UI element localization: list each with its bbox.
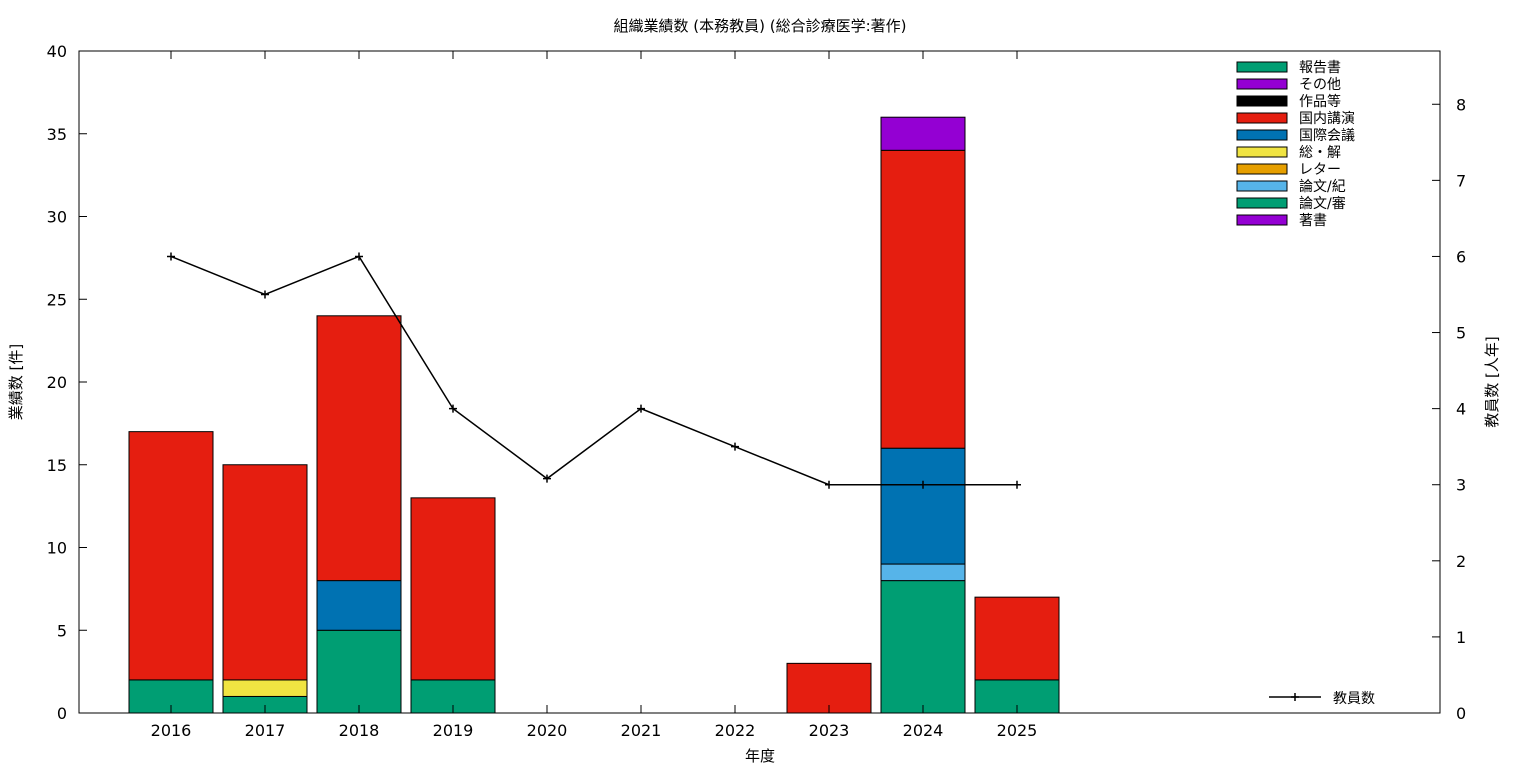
y2-tick-label: 8 bbox=[1456, 95, 1466, 114]
bar-segment bbox=[880, 580, 966, 714]
bar-segment bbox=[880, 149, 966, 449]
legend-label: 論文/審 bbox=[1299, 196, 1346, 212]
y2-tick-label: 5 bbox=[1456, 324, 1466, 343]
x-tick-label: 2017 bbox=[245, 721, 286, 740]
x-tick-label: 2020 bbox=[527, 721, 568, 740]
chart-title: 組織業績数 (本務教員) (総合診療医学:著作) bbox=[614, 17, 907, 35]
bar-segment bbox=[316, 315, 402, 582]
line-point bbox=[1013, 480, 1021, 489]
bar-segment bbox=[222, 679, 308, 697]
legend-swatch bbox=[1236, 146, 1288, 158]
bar-segment bbox=[786, 662, 872, 714]
y-tick-label: 10 bbox=[47, 539, 67, 558]
legend-swatch bbox=[1236, 61, 1288, 73]
y-tick-label: 15 bbox=[47, 456, 67, 475]
y-axis-label: 業績数 [件] bbox=[7, 344, 25, 420]
x-tick-label: 2018 bbox=[339, 721, 380, 740]
faculty-count-line bbox=[170, 255, 1017, 486]
y-tick-label: 40 bbox=[47, 42, 67, 61]
legend-label: 総・解 bbox=[1299, 145, 1341, 161]
bar-segment bbox=[410, 497, 496, 681]
y-tick-label: 35 bbox=[47, 125, 67, 144]
bar-segment bbox=[880, 563, 966, 582]
legend-label: 国内講演 bbox=[1299, 111, 1355, 127]
legend-swatch bbox=[1236, 129, 1288, 141]
legend-label: レター bbox=[1299, 162, 1341, 178]
x-tick-label: 2024 bbox=[903, 721, 944, 740]
line-point bbox=[543, 474, 551, 483]
legend-label: 作品等 bbox=[1299, 93, 1341, 110]
legend-swatch bbox=[1236, 180, 1288, 192]
x-axis-label: 年度 bbox=[745, 747, 775, 765]
legend-label: 著書 bbox=[1299, 213, 1327, 229]
legend-swatch bbox=[1236, 112, 1288, 124]
line-point bbox=[167, 252, 175, 261]
legend-label: 報告書 bbox=[1299, 60, 1341, 76]
legend-swatch bbox=[1236, 78, 1288, 90]
legend-label: 論文/紀 bbox=[1299, 179, 1346, 195]
line-point bbox=[731, 442, 739, 451]
y2-tick-label: 2 bbox=[1456, 552, 1466, 571]
y-tick-label: 20 bbox=[47, 373, 67, 392]
x-tick-label: 2025 bbox=[997, 721, 1038, 740]
x-tick-label: 2021 bbox=[621, 721, 662, 740]
line-point bbox=[919, 480, 927, 489]
y2-tick-label: 1 bbox=[1456, 628, 1466, 647]
x-tick-label: 2022 bbox=[715, 721, 756, 740]
y2-tick-label: 3 bbox=[1456, 476, 1466, 495]
line-point bbox=[355, 252, 363, 261]
y2-axis-label: 教員数 [人年] bbox=[1483, 336, 1501, 427]
x-tick-label: 2023 bbox=[809, 721, 850, 740]
bar-segment bbox=[222, 464, 308, 681]
line-point bbox=[261, 290, 269, 299]
y-tick-label: 30 bbox=[47, 208, 67, 227]
bar-segment bbox=[880, 116, 966, 151]
line-point bbox=[449, 404, 457, 413]
legend-swatch bbox=[1236, 163, 1288, 175]
legend-line-label: 教員数 bbox=[1333, 691, 1375, 707]
y2-tick-label: 0 bbox=[1456, 704, 1466, 723]
legend-line-marker bbox=[1291, 693, 1299, 701]
legend-swatch bbox=[1236, 95, 1288, 107]
y2-tick-label: 6 bbox=[1456, 247, 1466, 266]
y-tick-label: 25 bbox=[47, 290, 67, 309]
line-point bbox=[637, 404, 645, 413]
legend-label: その他 bbox=[1299, 77, 1341, 93]
y2-tick-label: 7 bbox=[1456, 171, 1466, 190]
line-point bbox=[825, 480, 833, 489]
x-tick-label: 2016 bbox=[151, 721, 192, 740]
bar-segment bbox=[128, 431, 214, 681]
bar-segment bbox=[880, 447, 966, 565]
y-tick-label: 5 bbox=[57, 621, 67, 640]
bar-segment bbox=[316, 629, 402, 714]
legend-swatch bbox=[1236, 197, 1288, 209]
bar-segment bbox=[316, 580, 402, 631]
bar-segment bbox=[974, 596, 1060, 681]
x-tick-label: 2019 bbox=[433, 721, 474, 740]
y-tick-label: 0 bbox=[57, 704, 67, 723]
legend-swatch bbox=[1236, 214, 1288, 226]
y2-tick-label: 4 bbox=[1456, 400, 1466, 419]
legend-label: 国際会議 bbox=[1299, 127, 1355, 144]
